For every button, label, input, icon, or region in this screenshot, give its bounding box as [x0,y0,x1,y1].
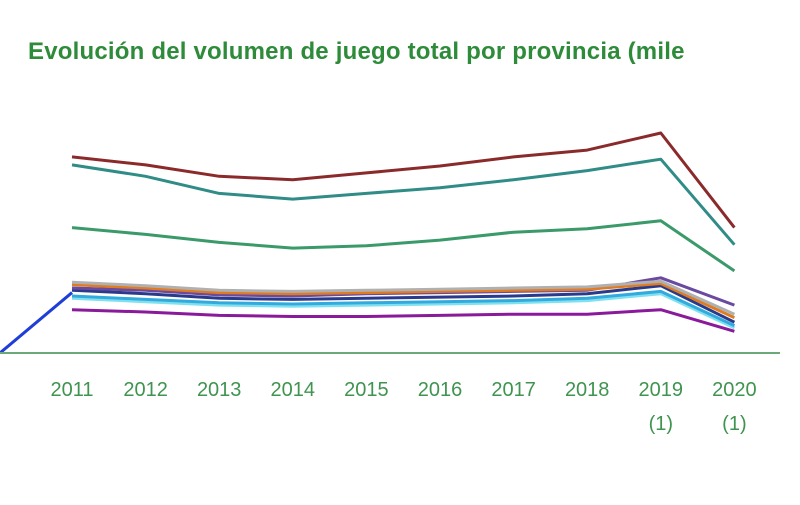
series-line-10 [71,308,735,333]
x-tick-label: 2019 [639,379,684,401]
series-layer [0,131,736,355]
series-line-2 [71,157,736,246]
series-line-5 [71,282,736,320]
series-line-3 [71,219,736,273]
series-line-7 [71,284,736,324]
x-tick-label: 2020 [712,379,757,401]
x-tick-labels: 2011 2012 2013 2014 2015 2016 2017 2018 2019 (1) 2… [50,379,756,435]
series-line-9 [71,292,736,330]
series-line-1 [71,131,736,229]
x-tick-note: (1) [649,413,673,435]
series-line-partial [0,291,73,355]
x-tick-label: 2012 [123,379,168,401]
x-tick-label: 2014 [271,379,316,401]
chart-title: Evolución del volumen de juego total por… [28,38,685,65]
x-tick-label: 2018 [565,379,610,401]
series-line-8 [71,289,736,327]
x-tick-label: 2017 [491,379,536,401]
series-line-4 [71,279,736,316]
x-tick-label: 2011 [50,379,93,401]
x-tick-label: 2015 [344,379,389,401]
x-tick-label: 2013 [197,379,242,401]
x-tick-note: (1) [722,413,746,435]
x-tick-label: 2016 [418,379,463,401]
